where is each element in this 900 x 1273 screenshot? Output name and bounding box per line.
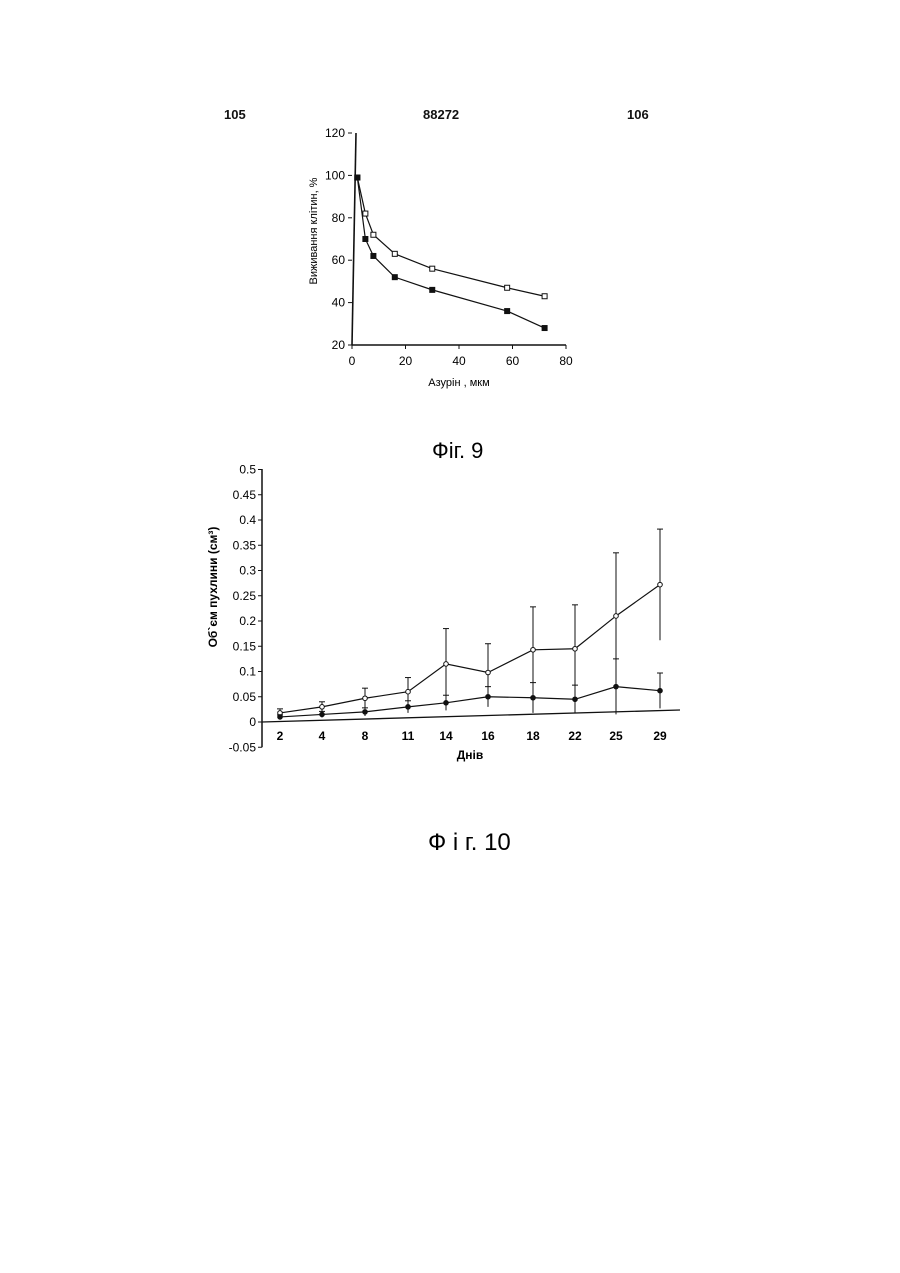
data-point-series-1: [531, 647, 536, 652]
data-point-series-2: [531, 695, 536, 700]
data-point-series-1: [658, 582, 663, 587]
y-tick-label: 0.4: [239, 513, 256, 527]
y-tick-label: 0.15: [233, 639, 257, 653]
x-tick-label: 11: [402, 729, 415, 743]
x-tick-label: 29: [653, 729, 667, 743]
x-tick-label: 18: [526, 729, 540, 743]
x-tick-label: 8: [362, 729, 369, 743]
x-tick-label: 2: [277, 729, 284, 743]
y-tick-label: 0.1: [239, 665, 256, 679]
y-tick-label: 0.2: [239, 614, 256, 628]
data-point-series-1: [444, 662, 449, 667]
data-point-series-1: [320, 705, 325, 710]
x-tick-label: 22: [568, 729, 582, 743]
x-axis-label: Днів: [457, 748, 484, 762]
y-tick-label: 0.45: [233, 488, 257, 502]
y-tick-label: 0.3: [239, 564, 256, 578]
data-point-series-2: [486, 694, 491, 699]
y-tick-label: 0: [249, 715, 256, 729]
data-point-series-1: [486, 670, 491, 675]
series-line-1: [280, 585, 660, 713]
x-tick-label: 16: [481, 729, 495, 743]
y-tick-label: 0.25: [233, 589, 257, 603]
y-tick-label: -0.05: [229, 740, 257, 754]
data-point-series-2: [658, 688, 663, 693]
data-point-series-2: [444, 701, 449, 706]
data-point-series-1: [573, 646, 578, 651]
data-point-series-1: [614, 614, 619, 619]
y-tick-label: 0.5: [239, 463, 256, 477]
y-axis-label: Об`єм пухлини (см³): [206, 527, 220, 648]
figure-10-caption: Ф і г. 10: [428, 829, 511, 856]
x-tick-label: 14: [439, 729, 453, 743]
data-point-series-1: [406, 689, 411, 694]
data-point-series-2: [573, 697, 578, 702]
data-point-series-2: [614, 684, 619, 689]
data-point-series-1: [363, 696, 368, 701]
figure-10-chart: -0.05 0 0.05 0.1 0.15 0.2 0.25 0.3 0.35 0.4 0.45 0.…: [0, 0, 900, 900]
x-tick-label: 25: [609, 729, 623, 743]
x-tick-label: 4: [319, 729, 326, 743]
data-point-series-2: [278, 715, 283, 720]
y-tick-label: 0.35: [233, 538, 257, 552]
y-tick-label: 0.05: [233, 690, 257, 704]
data-point-series-2: [320, 712, 325, 717]
data-point-series-2: [406, 705, 411, 710]
data-point-series-2: [363, 710, 368, 715]
